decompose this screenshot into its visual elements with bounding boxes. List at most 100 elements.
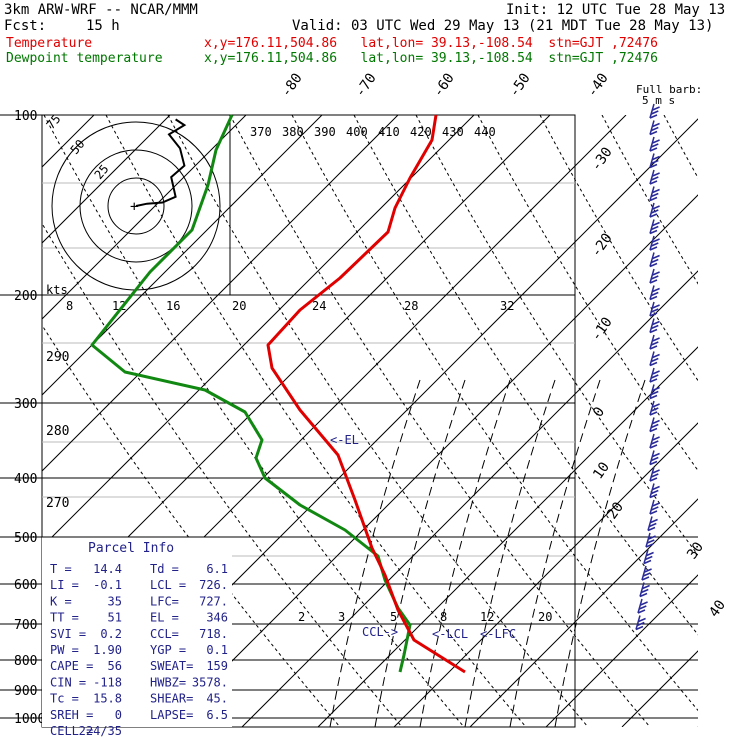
barb-feather: [652, 188, 660, 194]
barb-staff: [649, 285, 655, 300]
barb-feather: [651, 506, 659, 511]
parcel-row-value: 0: [115, 708, 122, 722]
parcel-row-value: 56: [108, 659, 122, 673]
moist-adiabat: [464, 379, 556, 727]
barb-feather: [637, 621, 645, 627]
wind-barb: [649, 219, 660, 235]
barb-feather: [649, 427, 658, 433]
parcel-row-key2: LAPSE=: [150, 708, 193, 722]
barb-staff: [649, 483, 655, 498]
wind-barb: [639, 582, 650, 598]
dewpoint-legend-label: Dewpoint temperature: [6, 51, 163, 66]
barb-feather: [652, 386, 660, 392]
parcel-row-key2: SWEAT=: [150, 659, 193, 673]
wind-barb: [649, 153, 660, 169]
wind-barb: [649, 466, 660, 482]
mixing-ratio-label-low: 8: [440, 610, 447, 624]
parcel-row-value: 0.2: [100, 627, 122, 641]
pressure-label: 400: [14, 472, 37, 487]
barb-staff: [649, 120, 655, 135]
init-time: Init: 12 UTC Tue 28 May 13: [506, 2, 726, 18]
barb-feather: [649, 312, 658, 317]
parcel-row-key2: EL =: [150, 611, 179, 625]
barb-feather: [651, 357, 659, 363]
barb-feather: [647, 526, 656, 532]
mixing-ratio-label: 16: [166, 299, 180, 313]
isotherm-label: -80: [278, 70, 306, 100]
theta-side-label: 290: [46, 350, 69, 365]
isotherm-line: [241, 270, 698, 727]
barb-staff: [649, 367, 655, 383]
wind-barb: [641, 565, 652, 581]
wind-barb: [649, 400, 660, 416]
dry-adiabat: [42, 222, 403, 727]
wind-barb: [647, 516, 658, 532]
mixing-ratio-label-low: 20: [538, 610, 552, 624]
parcel-row-key: CIN =: [50, 675, 86, 689]
barb-feather: [652, 337, 660, 342]
wind-barb: [649, 120, 660, 136]
moist-adiabat: [374, 379, 466, 727]
barb-feather: [652, 370, 660, 375]
parcel-row-key: CAPE =: [50, 659, 93, 673]
parcel-row-value: 1.90: [93, 643, 122, 657]
barb-staff: [649, 384, 655, 399]
wind-barbs: Full barb:5 m s: [635, 83, 702, 631]
wind-barb: [649, 318, 660, 334]
isotherm-line: [42, 115, 475, 548]
barb-feather: [652, 469, 660, 474]
barb-feather: [649, 394, 658, 400]
pressure-label: 800: [14, 654, 37, 669]
barb-feather: [652, 304, 660, 309]
theta-label: 410: [378, 125, 400, 139]
barb-staff: [637, 598, 643, 614]
wind-barb: [649, 202, 660, 218]
dry-adiabat: [105, 115, 527, 727]
wind-barb: [649, 334, 660, 350]
barb-staff: [649, 153, 655, 168]
barb-feather: [645, 543, 654, 548]
model-title: 3km ARW-WRF -- NCAR/MMM: [4, 2, 198, 18]
isotherm-line: [165, 194, 698, 727]
hodograph-ring: [79, 149, 193, 263]
wind-barb: [649, 285, 660, 301]
barb-feather: [651, 275, 659, 280]
temperature-legend-label: Temperature: [6, 36, 93, 51]
mixing-ratio-label: 24: [312, 299, 326, 313]
barb-feather: [652, 205, 660, 210]
wind-barb: [649, 136, 660, 152]
mixing-ratio-label: 20: [232, 299, 246, 313]
barb-feather: [652, 419, 660, 425]
barb-feather: [646, 551, 654, 557]
barb-key-unit: 5 m s: [642, 94, 675, 107]
parcel-row-value2: 346: [206, 611, 228, 625]
barb-staff: [649, 268, 655, 284]
parcel-info-table: Parcel Info T = 14.4 Td = 6.1 LI = -0.1 LCL = 72…: [42, 536, 232, 738]
barb-staff: [649, 136, 655, 152]
wind-barb: [649, 417, 660, 433]
barb-feather: [651, 473, 659, 478]
barb-feather: [652, 403, 660, 408]
wind-barb: [649, 301, 660, 317]
barb-feather: [652, 287, 660, 293]
barb-staff: [649, 466, 655, 482]
barb-feather: [651, 456, 659, 462]
isotherm-label: 40: [706, 597, 729, 620]
barb-feather: [652, 172, 660, 177]
hodograph-trace: [135, 118, 187, 207]
wind-barb: [637, 598, 648, 614]
pressure-label: 900: [14, 684, 37, 699]
pressure-label: 200: [14, 289, 37, 304]
barb-feather: [649, 229, 658, 235]
parcel-row-key2: HWBZ=: [150, 675, 186, 689]
barb-feather: [652, 122, 660, 128]
barb-feather: [649, 114, 658, 119]
barb-feather: [649, 328, 658, 334]
isotherm-line: [621, 650, 698, 727]
barb-feather: [652, 155, 660, 161]
barb-key-label: Full barb:: [636, 83, 702, 96]
parcel-row-value: 51: [108, 611, 122, 625]
barb-feather: [649, 180, 658, 185]
isotherm-line: [42, 115, 171, 244]
